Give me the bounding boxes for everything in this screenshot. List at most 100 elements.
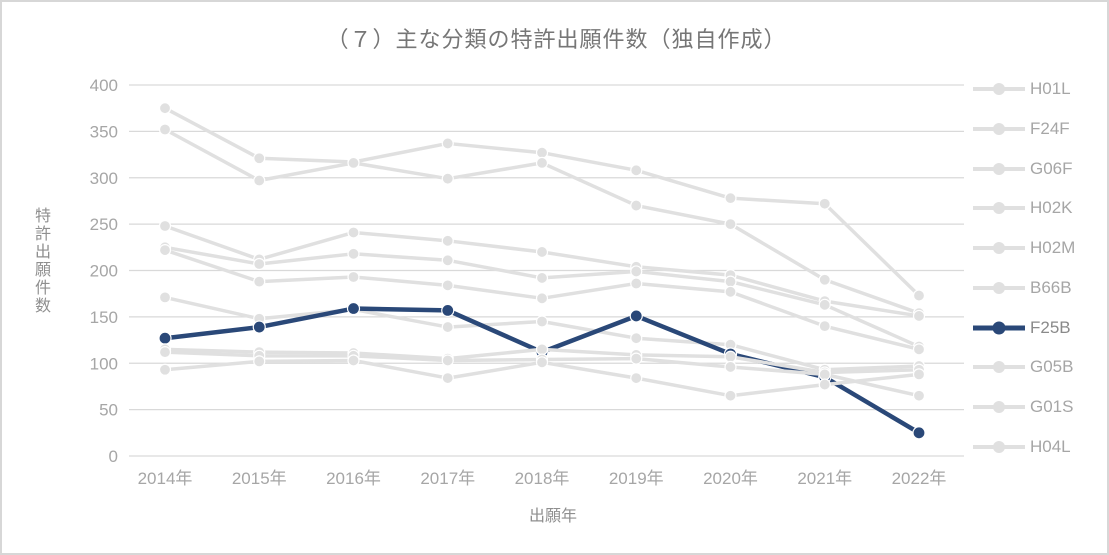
- legend-label-H04L: H04L: [1030, 436, 1071, 456]
- data-point-G05B: [724, 350, 737, 363]
- legend-item-H02M: H02M: [973, 237, 1093, 259]
- legend-label-H02M: H02M: [1030, 238, 1076, 258]
- data-point-B66B: [630, 332, 643, 345]
- data-point-H01L: [912, 289, 926, 302]
- x-tick-label: 2018年: [515, 469, 570, 488]
- y-tick-label: 300: [90, 169, 118, 188]
- legend-item-H04L: H04L: [973, 436, 1093, 458]
- legend-label-H02K: H02K: [1030, 198, 1073, 218]
- legend-item-G01S: G01S: [973, 396, 1093, 418]
- data-point-H02M: [630, 277, 643, 290]
- x-tick-label: 2015年: [232, 469, 287, 488]
- data-point-F25B: [346, 301, 361, 316]
- legend-item-F24F: F24F: [973, 118, 1093, 140]
- x-tick-label: 2016年: [326, 469, 381, 488]
- x-tick-label: 2017年: [420, 469, 475, 488]
- legend-item-G05B: G05B: [973, 356, 1093, 378]
- data-point-H04L: [158, 363, 172, 376]
- data-point-H02M: [818, 320, 831, 333]
- data-point-H04L: [630, 371, 643, 385]
- data-point-H04L: [535, 356, 549, 369]
- legend-item-H02K: H02K: [973, 197, 1093, 219]
- data-point-G06F: [912, 309, 926, 323]
- x-tick-label: 2021年: [797, 469, 852, 488]
- y-tick-label: 400: [90, 76, 118, 95]
- data-point-H01L: [535, 146, 549, 159]
- data-point-F25B: [441, 303, 455, 317]
- data-point-H02M: [158, 243, 172, 257]
- legend-label-F24F: F24F: [1030, 118, 1070, 138]
- data-point-F24F: [724, 218, 737, 231]
- data-point-H01L: [818, 197, 831, 210]
- data-point-G06F: [441, 234, 454, 247]
- data-point-F24F: [441, 172, 454, 185]
- data-point-G01S: [912, 389, 926, 402]
- data-point-H02K: [535, 271, 549, 285]
- data-point-H02K: [630, 265, 643, 278]
- data-point-H02K: [441, 254, 454, 267]
- legend-marker-F25B: [973, 321, 1025, 335]
- legend-marker-G06F: [973, 162, 1025, 175]
- data-point-H02M: [535, 292, 549, 305]
- legend-label-F25B: F25B: [1030, 317, 1071, 337]
- data-point-H02K: [347, 247, 360, 260]
- legend-marker-G01S: [973, 401, 1025, 414]
- legend-item-B66B: B66B: [973, 277, 1093, 299]
- data-point-G01S: [818, 368, 831, 381]
- legend-item-G06F: G06F: [973, 158, 1093, 180]
- data-point-F25B: [158, 331, 172, 345]
- data-point-F24F: [347, 156, 360, 170]
- legend-label-B66B: B66B: [1030, 277, 1072, 297]
- data-point-G06F: [347, 226, 360, 239]
- legend-label-G01S: G01S: [1030, 397, 1074, 417]
- x-axis-title: 出願年: [528, 508, 577, 525]
- data-point-H04L: [253, 355, 266, 368]
- y-tick-label: 350: [90, 122, 118, 141]
- data-point-F24F: [253, 174, 266, 187]
- data-point-B66B: [535, 315, 549, 328]
- x-tick-label: 2020年: [703, 469, 758, 488]
- data-point-H01L: [158, 102, 172, 115]
- data-point-F25B: [912, 426, 926, 440]
- data-point-H04L: [818, 378, 831, 391]
- data-point-H04L: [441, 371, 454, 385]
- data-point-F24F: [158, 123, 172, 136]
- data-point-G01S: [630, 352, 643, 365]
- legend-item-H01L: H01L: [973, 78, 1093, 100]
- y-tick-label: 150: [90, 308, 118, 327]
- data-point-H01L: [441, 137, 454, 150]
- chart-legend: H01L F24F G06F H02K H02M B66B F25B G05B G01S H04L: [973, 78, 1093, 458]
- y-tick-label: 100: [90, 354, 118, 373]
- data-point-H02K: [818, 298, 831, 311]
- x-tick-label: 2019年: [609, 469, 664, 488]
- y-tick-label: 50: [99, 401, 118, 420]
- data-point-B66B: [158, 291, 172, 304]
- legend-marker-G05B: [973, 361, 1025, 374]
- data-point-H04L: [912, 368, 926, 381]
- data-point-G06F: [535, 245, 549, 259]
- data-point-H04L: [347, 354, 360, 367]
- data-point-H02M: [441, 279, 454, 292]
- data-point-F24F: [818, 273, 831, 286]
- data-point-G01S: [441, 354, 454, 367]
- legend-marker-H04L: [973, 440, 1025, 453]
- data-point-H01L: [253, 152, 266, 165]
- data-point-G01S: [158, 346, 172, 359]
- chart-title: （７）主な分類の特許出願件数（独自作成）: [326, 27, 787, 52]
- data-point-H02K: [253, 257, 266, 271]
- legend-marker-H02K: [973, 202, 1025, 215]
- y-tick-label: 0: [109, 447, 118, 466]
- data-point-G01S: [724, 360, 737, 374]
- y-axis-title: 特許出願件数: [32, 207, 49, 315]
- data-point-B66B: [441, 320, 454, 334]
- x-tick-label: 2022年: [892, 469, 947, 488]
- y-tick-label: 200: [90, 262, 118, 281]
- data-point-F24F: [630, 199, 643, 212]
- data-point-H01L: [630, 164, 643, 177]
- x-tick-label: 2014年: [138, 469, 193, 488]
- data-point-G05B: [535, 343, 549, 356]
- data-point-H02K: [724, 275, 737, 288]
- data-point-F25B: [252, 320, 266, 334]
